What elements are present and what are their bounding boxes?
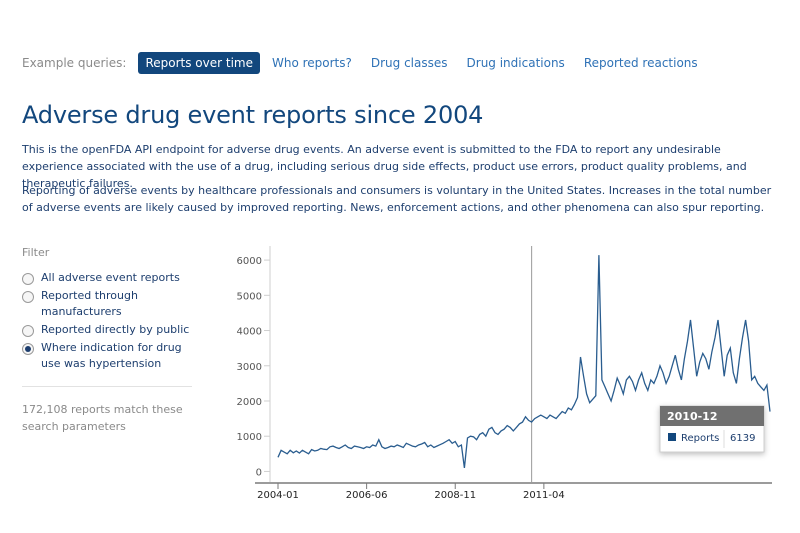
filter-option-public[interactable]: Reported directly by public [22,322,202,338]
tab-drug-indications[interactable]: Drug indications [466,56,565,70]
example-queries-nav: Example queries: Reports over time Who r… [22,52,710,74]
radio-button[interactable] [22,291,34,303]
page-title: Adverse drug event reports since 2004 [22,101,484,129]
y-tick-label: 6000 [237,256,262,267]
radio-button[interactable] [22,325,34,337]
filter-option-manufacturers[interactable]: Reported through manufacturers [22,288,202,320]
y-tick-label: 3000 [237,362,262,373]
filter-option-label: Where indication for drug use was hypert… [41,341,182,370]
example-queries-label: Example queries: [22,56,127,70]
filter-heading: Filter [22,246,50,259]
y-tick-label: 4000 [237,327,262,338]
radio-button[interactable] [22,273,34,285]
tooltip-value: 6139 [730,433,755,444]
tooltip-series-swatch [668,433,676,441]
filter-option-hypertension[interactable]: Where indication for drug use was hypert… [22,340,202,372]
x-tick-label: 2011-04 [523,490,565,501]
y-tick-label: 0 [256,467,262,478]
tab-drug-classes[interactable]: Drug classes [370,56,448,70]
filter-option-label: Reported through manufacturers [41,289,138,318]
tooltip-series-name: Reports [681,433,719,444]
y-tick-label: 2000 [237,397,262,408]
radio-button-selected[interactable] [22,343,34,355]
tab-reported-reactions[interactable]: Reported reactions [583,56,698,70]
y-axis-ticks: 0 1000 2000 3000 4000 5000 6000 [237,256,270,478]
x-axis-ticks: 2004-01 2006-06 2008-11 2011-04 [257,483,565,501]
filter-divider [22,386,192,387]
series-line-reports[interactable] [277,255,771,468]
tab-reports-over-time[interactable]: Reports over time [138,52,260,74]
tooltip-date: 2010-12 [667,410,718,423]
match-count: 172,108 reports match these search param… [22,403,183,433]
tab-who-reports[interactable]: Who reports? [271,56,352,70]
filter-options: All adverse event reports Reported throu… [22,270,202,374]
x-tick-label: 2008-11 [434,490,476,501]
filter-option-label: All adverse event reports [41,271,180,284]
tooltip-header [660,406,764,426]
chart-tooltip [659,405,765,453]
y-tick-label: 5000 [237,291,262,302]
description-paragraph-1: This is the openFDA API endpoint for adv… [22,143,747,190]
x-tick-label: 2006-06 [346,490,388,501]
description-paragraph-2: Reporting of adverse events by healthcar… [22,184,772,214]
x-tick-label: 2004-01 [257,490,299,501]
y-tick-label: 1000 [237,432,262,443]
filter-option-label: Reported directly by public [41,323,190,336]
filter-option-all[interactable]: All adverse event reports [22,270,202,286]
